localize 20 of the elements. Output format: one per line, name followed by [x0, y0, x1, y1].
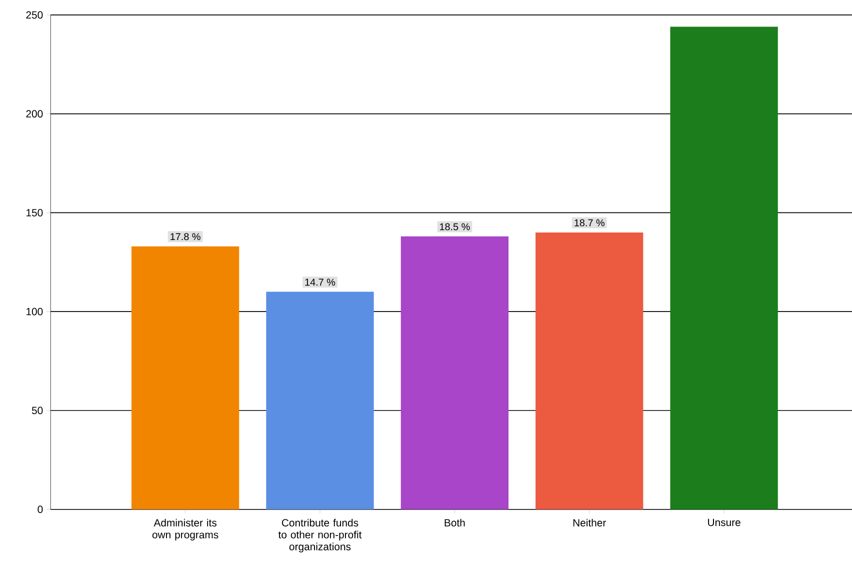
- bar: [536, 232, 644, 510]
- bar: [670, 26, 778, 510]
- bar: [400, 236, 509, 510]
- annotation: 18.5 %: [440, 223, 470, 230]
- annotation: 17.8 %: [170, 233, 200, 240]
- x-tick-label: Both: [444, 518, 465, 526]
- y-tick-label: 50: [32, 406, 43, 414]
- annotation: 14.7 %: [305, 278, 336, 286]
- x-tick-label: Administer its own programs: [152, 518, 218, 540]
- bar: [266, 292, 374, 510]
- x-tick-label: Unsure: [708, 518, 740, 526]
- x-tick-label: Contribute funds to other non-profit organizations: [278, 518, 362, 552]
- y-tick-label: 200: [26, 110, 43, 118]
- y-tick-label: 150: [26, 208, 43, 216]
- bar: [131, 246, 240, 510]
- annotation: 18.7 %: [574, 219, 604, 226]
- x-tick-label: Neither: [573, 518, 606, 526]
- y-tick-label: 0: [38, 506, 43, 513]
- y-tick-label: 250: [26, 11, 43, 19]
- y-tick-label: 100: [26, 308, 43, 316]
